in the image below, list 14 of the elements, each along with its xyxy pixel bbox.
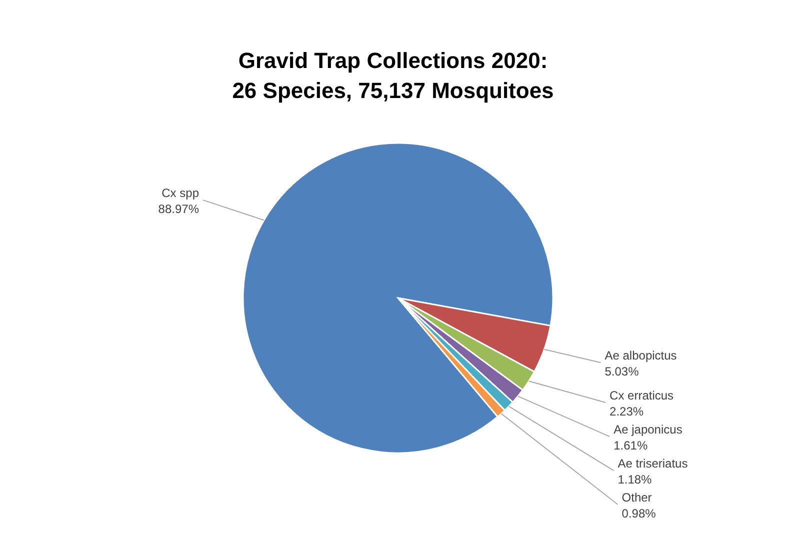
data-label: 1.61% bbox=[614, 438, 648, 453]
data-label: 1.18% bbox=[618, 472, 652, 487]
data-label: 88.97% bbox=[158, 202, 200, 216]
data-label: 0.98% bbox=[622, 506, 656, 521]
pie-slice bbox=[242, 142, 554, 454]
data-label: 5.03% bbox=[604, 364, 640, 379]
chart-title: Gravid Trap Collections 2020: 26 Species, 75,137 Mosquitoes bbox=[232, 48, 554, 103]
slice-label: Ae albopictus bbox=[604, 348, 677, 363]
slice-label: Ae triseriatus bbox=[618, 456, 688, 471]
slice-label: Other bbox=[622, 490, 652, 505]
data-label: 2.23% bbox=[610, 404, 644, 419]
slice-label: Cx erraticus bbox=[610, 388, 674, 403]
slice-label: Ae japonicus bbox=[614, 422, 682, 437]
slice-label: Cx spp bbox=[162, 186, 200, 200]
